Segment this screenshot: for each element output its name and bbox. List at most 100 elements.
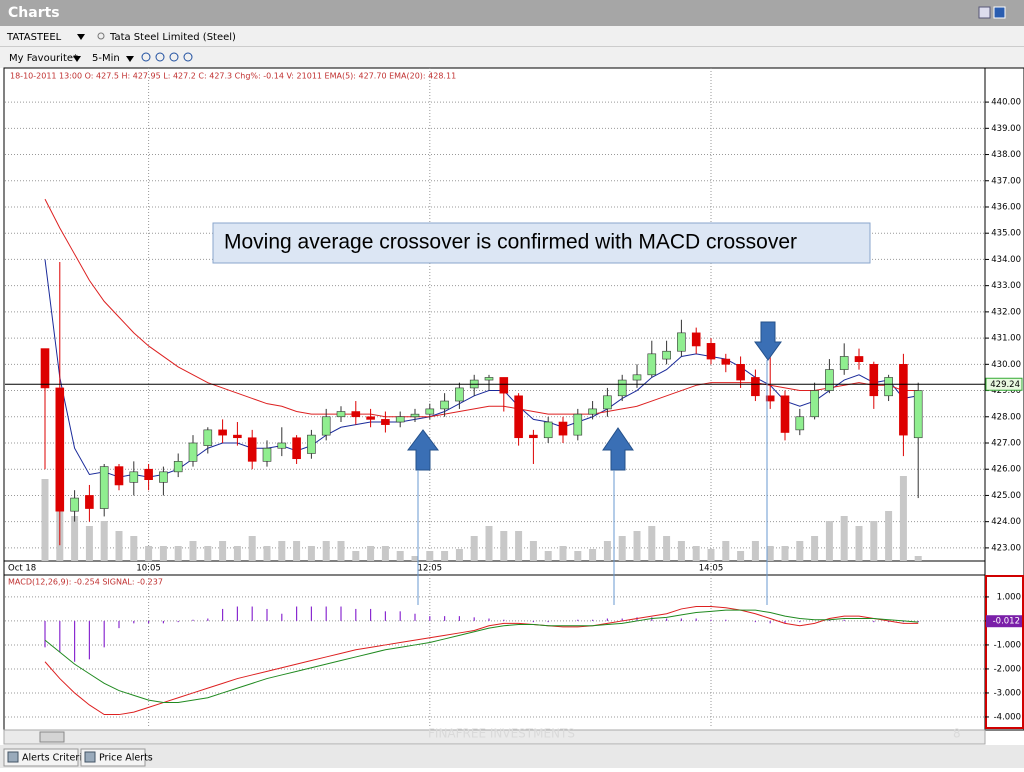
volume-bar — [840, 516, 848, 561]
candle-body — [114, 466, 124, 486]
y-tick-label: 433.00 — [991, 281, 1021, 291]
volume-bar — [633, 531, 641, 561]
volume-bar — [914, 556, 922, 561]
candle-body — [233, 434, 242, 439]
candle-body — [55, 387, 65, 512]
candle-body — [440, 400, 449, 410]
y-tick-label: 436.00 — [991, 202, 1021, 212]
volume-bar — [130, 536, 138, 561]
volume-bar — [751, 541, 759, 561]
candle-body — [529, 434, 538, 439]
moving-average — [44, 198, 919, 418]
tab-label[interactable]: Alerts Criteria — [22, 753, 88, 764]
favourites-select[interactable]: My Favourite* — [9, 53, 78, 64]
candle-body — [795, 416, 805, 431]
y-tick-label: 430.00 — [991, 360, 1021, 370]
y-tick-label: 432.00 — [991, 307, 1021, 317]
candle-body — [351, 411, 361, 418]
y-tick-label: 426.00 — [991, 465, 1021, 475]
y-tick-label: 428.00 — [991, 412, 1021, 422]
current-value-box — [986, 615, 1022, 628]
footer-page: 8 — [953, 727, 961, 741]
candle-body — [336, 411, 346, 418]
y-tick-label: -2.000 — [994, 664, 1021, 674]
x-tick-label: 14:05 — [699, 564, 724, 574]
y-tick-label: -3.000 — [994, 688, 1021, 698]
volume-bar — [337, 541, 345, 561]
volume-bar — [145, 546, 153, 561]
candle-body — [751, 377, 760, 397]
volume-bar — [307, 546, 315, 561]
title-bar — [0, 0, 1024, 26]
candle-body — [721, 358, 731, 365]
volume-bar — [737, 551, 745, 561]
candle-body — [40, 348, 50, 389]
volume-bar — [707, 549, 715, 561]
volume-bar — [396, 551, 404, 561]
tab-label[interactable]: Price Alerts — [99, 753, 153, 764]
zoom-reset[interactable] — [183, 52, 193, 62]
volume-bar — [603, 541, 611, 561]
volume-bar — [677, 541, 685, 561]
y-tick-label: 437.00 — [991, 176, 1021, 186]
volume-bar — [515, 531, 523, 561]
y-tick-label: 440.00 — [991, 98, 1021, 108]
scroll-thumb[interactable] — [39, 731, 65, 743]
volume-bar — [204, 546, 212, 561]
volume-bar — [322, 541, 330, 561]
last-price-box — [985, 377, 1023, 391]
volume-bar — [692, 546, 700, 561]
candle-body — [381, 419, 390, 425]
interval-select[interactable]: 5-Min — [92, 53, 120, 64]
candle-body — [677, 332, 686, 352]
y-tick-label: 423.00 — [991, 543, 1021, 553]
x-tick-label: 10:05 — [136, 564, 161, 574]
volume-bar — [71, 516, 79, 561]
symbol-select[interactable]: TATASTEEL — [6, 32, 62, 43]
price-info: 18-10-2011 13:00 O: 427.5 H: 427.95 L: 4… — [10, 72, 456, 81]
volume-bar — [159, 546, 167, 561]
candle-body — [484, 377, 494, 381]
candle-body — [603, 395, 612, 410]
volume-bar — [781, 546, 789, 561]
candle-body — [395, 416, 405, 423]
zoom-fit[interactable] — [169, 52, 179, 62]
last-price-label: 429.24 — [990, 380, 1020, 390]
y-tick-label: 439.00 — [991, 124, 1021, 134]
candle-body — [277, 442, 287, 449]
y-tick-label: 425.00 — [991, 491, 1021, 501]
volume-bar — [855, 526, 863, 561]
candle-body — [85, 495, 94, 509]
candle-body — [70, 497, 79, 512]
y-tick-label: 429.00 — [991, 386, 1021, 396]
candle-body — [825, 369, 834, 391]
volume-bar — [766, 546, 774, 561]
zoom-in[interactable] — [141, 52, 151, 62]
tab[interactable] — [80, 748, 146, 767]
scrollbar[interactable] — [3, 729, 986, 745]
candle-body — [247, 437, 257, 462]
volume-bar — [263, 546, 271, 561]
tab-bar — [0, 745, 1024, 768]
tab[interactable] — [3, 748, 79, 767]
annotation-text: Moving average crossover is confirmed wi… — [224, 231, 797, 254]
date-label: Oct 18 — [8, 564, 36, 574]
volume-bar — [529, 541, 537, 561]
footer-brand: FINAFREE INVESTMENTS — [428, 727, 575, 741]
y-tick-label: 1.000 — [997, 592, 1021, 602]
volume-bar — [381, 546, 389, 561]
plot-area — [3, 67, 986, 731]
zoom-out[interactable] — [155, 52, 165, 62]
candle-body — [899, 364, 908, 436]
volume-bar — [485, 526, 493, 561]
candle-body — [543, 421, 553, 439]
candle-body — [691, 332, 701, 347]
company-name: Tata Steel Limited (Steel) — [109, 32, 236, 43]
macd-info: MACD(12,26,9): -0.254 SIGNAL: -0.237 — [8, 578, 163, 587]
restore-button[interactable] — [978, 6, 991, 19]
candle-body — [736, 364, 745, 381]
volume-bar — [825, 521, 833, 561]
close-button[interactable] — [993, 6, 1006, 19]
candle-body — [839, 356, 849, 370]
candle-body — [662, 350, 671, 360]
